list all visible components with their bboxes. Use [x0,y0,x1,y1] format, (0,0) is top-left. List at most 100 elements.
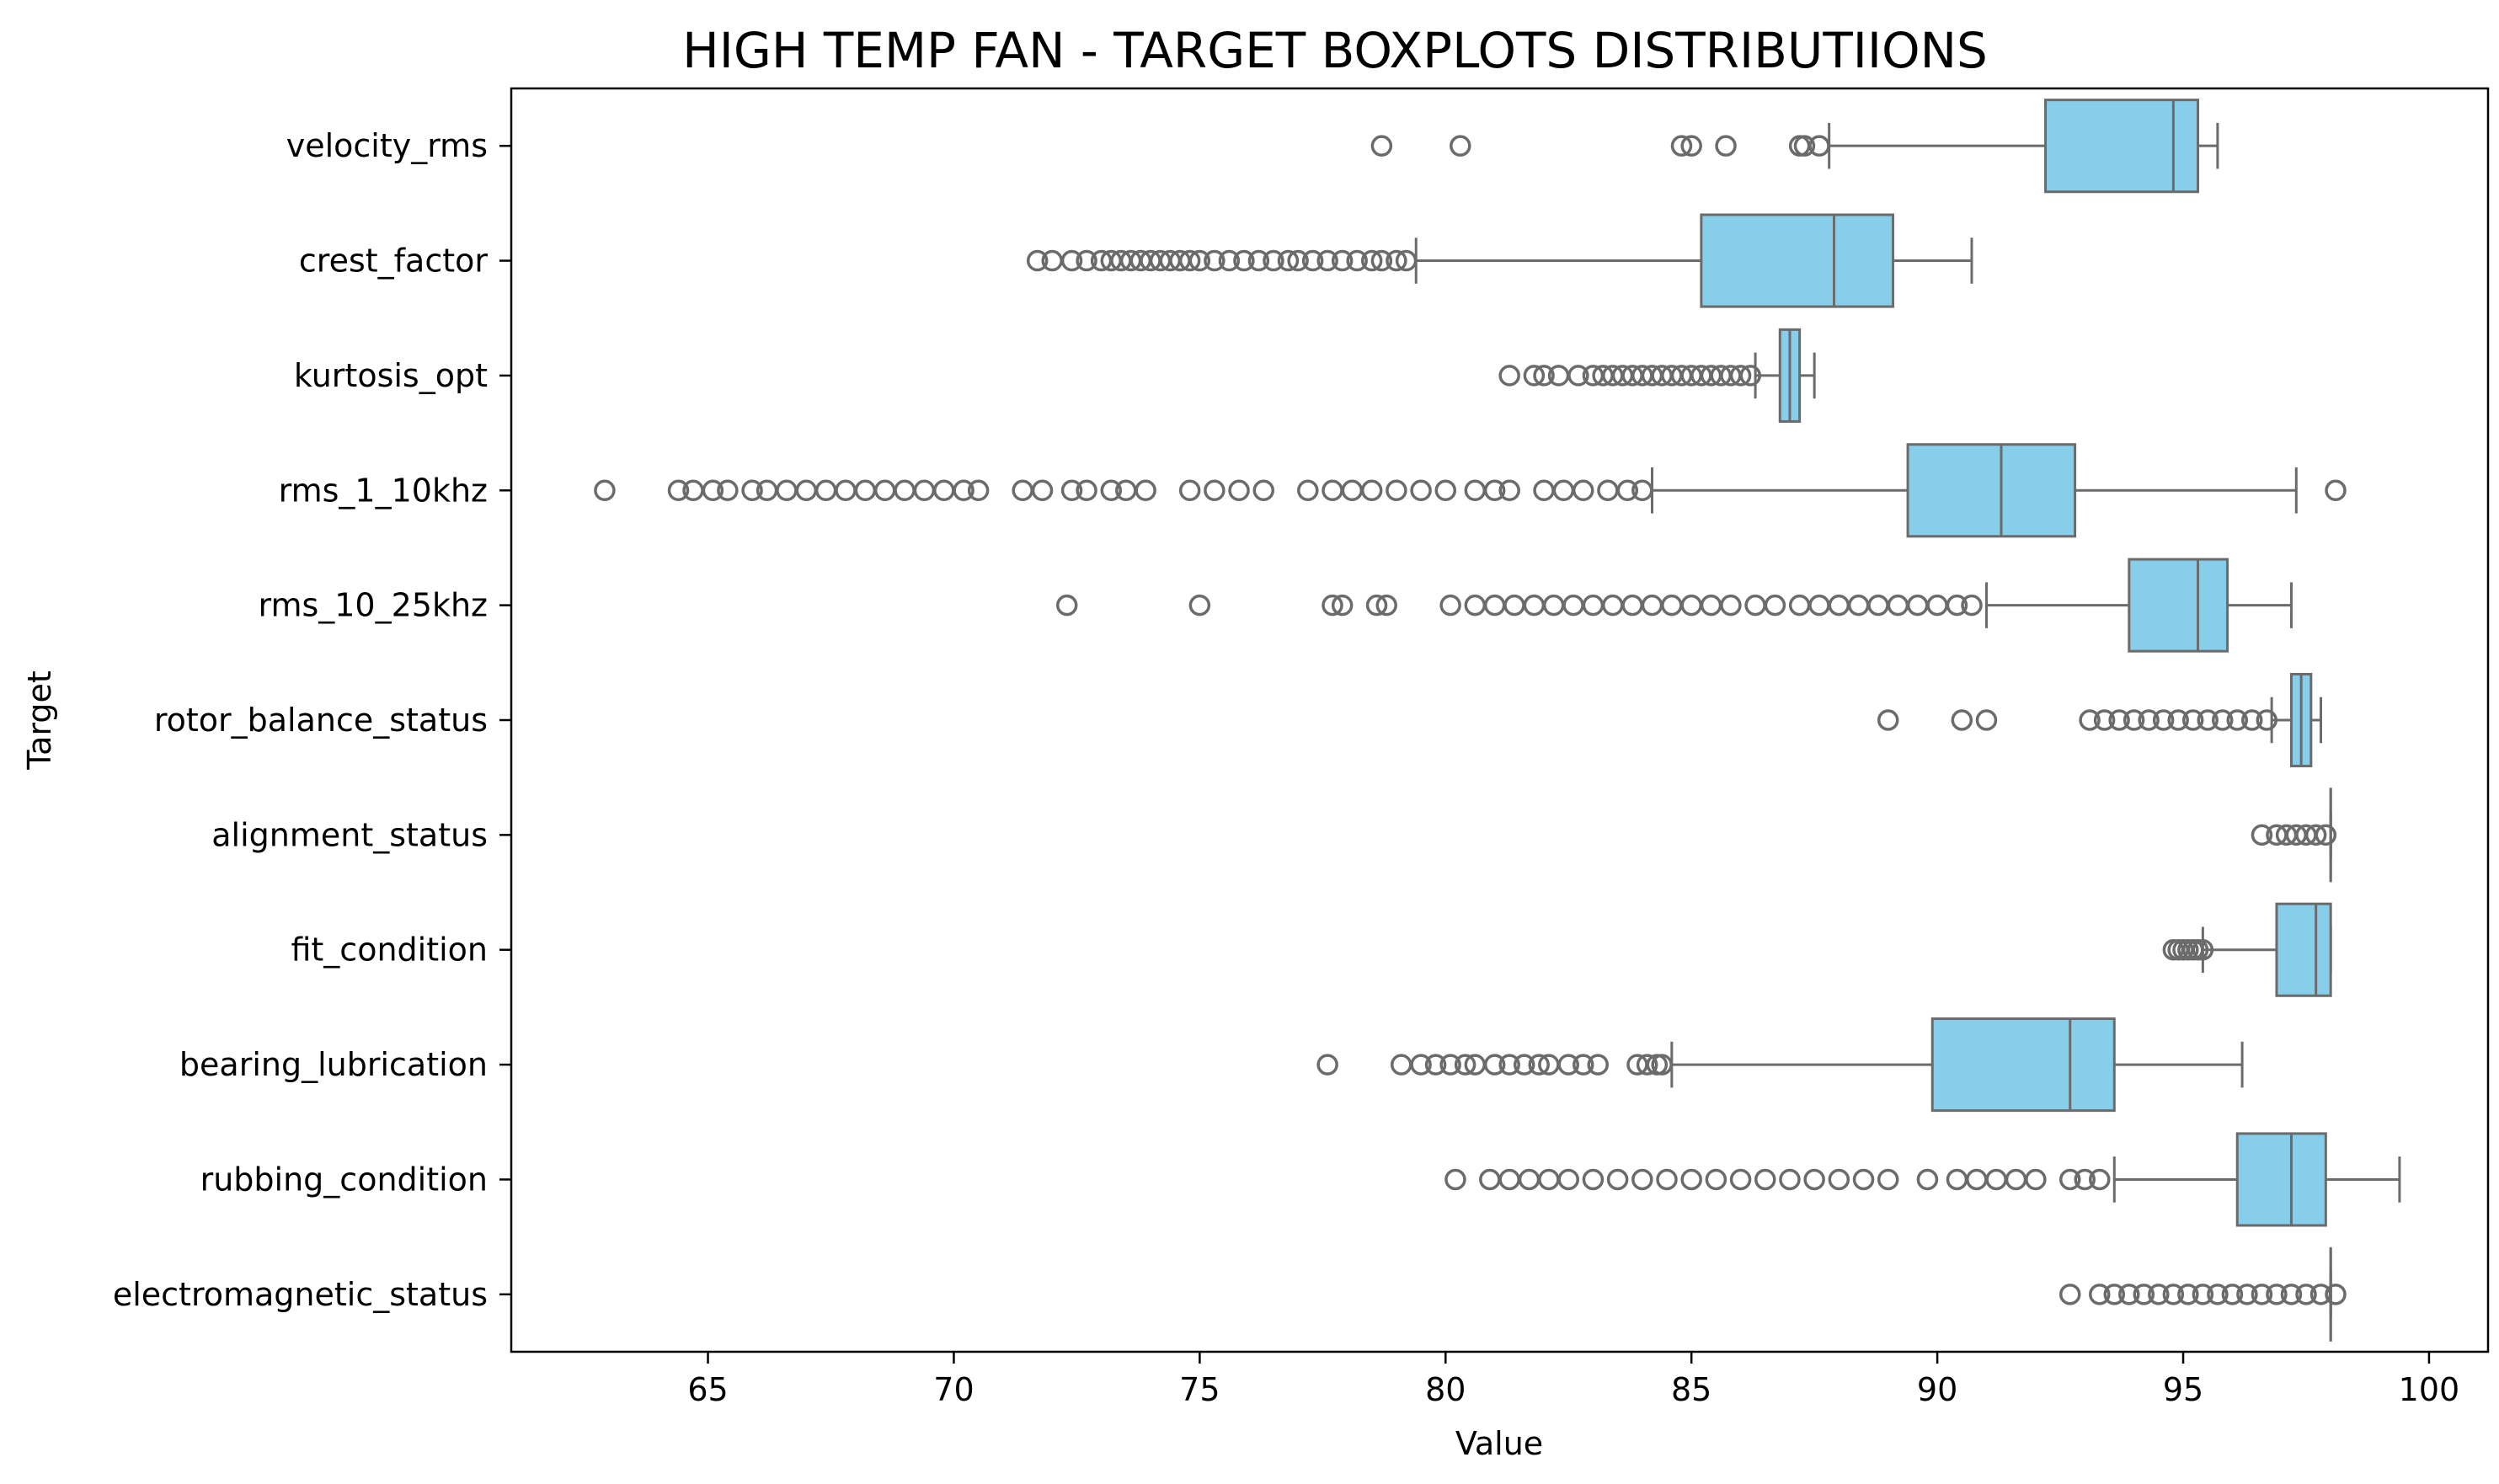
box [2128,558,2229,653]
outlier-point [1386,249,1407,272]
outlier-point [1247,249,1270,272]
outlier-point [2133,1284,2155,1305]
outlier-point [1533,365,1555,387]
outlier-point [1744,594,1766,617]
outlier-point [1434,479,1457,502]
box [2044,99,2200,194]
outlier-point [1188,594,1211,617]
outlier-point [2309,1284,2332,1305]
outlier-point [1498,1054,1520,1076]
y-tick-label: rms_1_10khz [279,472,488,509]
outlier-point [1852,1168,1875,1191]
outlier-point [1847,594,1870,617]
outlier-point [1597,479,1619,502]
outlier-point [2207,1284,2229,1305]
outlier-point [1739,365,1762,387]
outlier-point [1322,594,1343,617]
outlier-point [2304,824,2327,846]
outlier-point [1331,249,1354,272]
box-group [2162,902,2332,997]
outlier-point [2266,1284,2288,1305]
outlier-point [814,479,837,502]
outlier-point [1523,365,1546,387]
y-tick-label: kurtosis_opt [294,357,488,394]
box-group [2058,1246,2347,1342]
outlier-point [2152,709,2175,731]
outlier-point [1483,1054,1506,1076]
outlier-point [1233,249,1255,272]
outlier-point [2251,824,2273,846]
outlier-point [854,479,877,502]
outlier-point [1557,1054,1579,1076]
outlier-point [2108,709,2130,731]
outlier-point [776,479,798,502]
outlier-point [2089,1168,2111,1191]
outlier-point [1779,1168,1801,1191]
outlier-point [1346,249,1368,272]
outlier-point [1370,135,1393,157]
outlier-point [1946,594,1968,617]
y-tick-label: rubbing_condition [200,1161,488,1198]
outlier-point [1700,594,1722,617]
outlier-point [1729,365,1752,387]
outlier-point [1263,249,1284,272]
outlier-point [1533,479,1555,502]
outlier-point [2256,709,2278,731]
outlier-point [2138,709,2160,731]
outlier-point [1395,249,1418,272]
box-group [594,443,2347,538]
outlier-point [667,479,690,502]
outlier-point [1031,479,1054,502]
outlier-point [2058,1168,2081,1191]
outlier-point [1228,479,1250,502]
outlier-point [1012,479,1033,502]
outlier-point [2074,1168,2096,1191]
outlier-point [1793,135,1816,157]
outlier-point [1916,1168,1939,1191]
y-axis-label: Target [21,670,58,771]
outlier-point [1616,479,1639,502]
outlier-point [1867,594,1889,617]
y-tick-label: bearing_lubrication [179,1046,488,1083]
y-tick-label: crest_factor [299,243,488,280]
outlier-point [2211,709,2234,731]
outlier-point [2295,1284,2317,1305]
outlier-point [594,479,616,502]
box-group [1026,213,1973,308]
outlier-point [894,479,916,502]
outlier-point [2192,1284,2214,1305]
outlier-point [1966,1168,1988,1191]
outlier-point [1636,1054,1658,1076]
outlier-point [1297,479,1319,502]
outlier-point [1631,1168,1653,1191]
outlier-point [1301,249,1324,272]
outlier-point [1946,1168,1968,1191]
outlier-point [1803,1168,1825,1191]
outlier-point [1975,709,1998,731]
outlier-point [1557,1168,1579,1191]
outlier-point [2089,1284,2111,1305]
y-tick-label: electromagnetic_status [113,1276,488,1313]
outlier-point [1538,1168,1560,1191]
outlier-point [1060,249,1083,272]
outlier-point [1828,594,1850,617]
outlier-point [1076,479,1097,502]
outlier-point [2251,1284,2273,1305]
outlier-point [1518,1168,1541,1191]
outlier-point [2197,709,2219,731]
outlier-point [1424,1054,1447,1076]
outlier-point [1788,594,1811,617]
outlier-point [1573,479,1594,502]
outlier-point [1370,249,1393,272]
outlier-point [1341,479,1364,502]
outlier-point [1439,1054,1461,1076]
outlier-point [873,479,896,502]
plot-frame [510,87,2490,1353]
y-tick-label: fit_condition [291,932,488,969]
box-group [1316,1017,2244,1113]
outlier-point [1498,365,1520,387]
outlier-point [1464,479,1487,502]
outlier-point [1523,594,1546,617]
outlier-point [1454,1054,1476,1076]
box-group [1444,1132,2401,1227]
